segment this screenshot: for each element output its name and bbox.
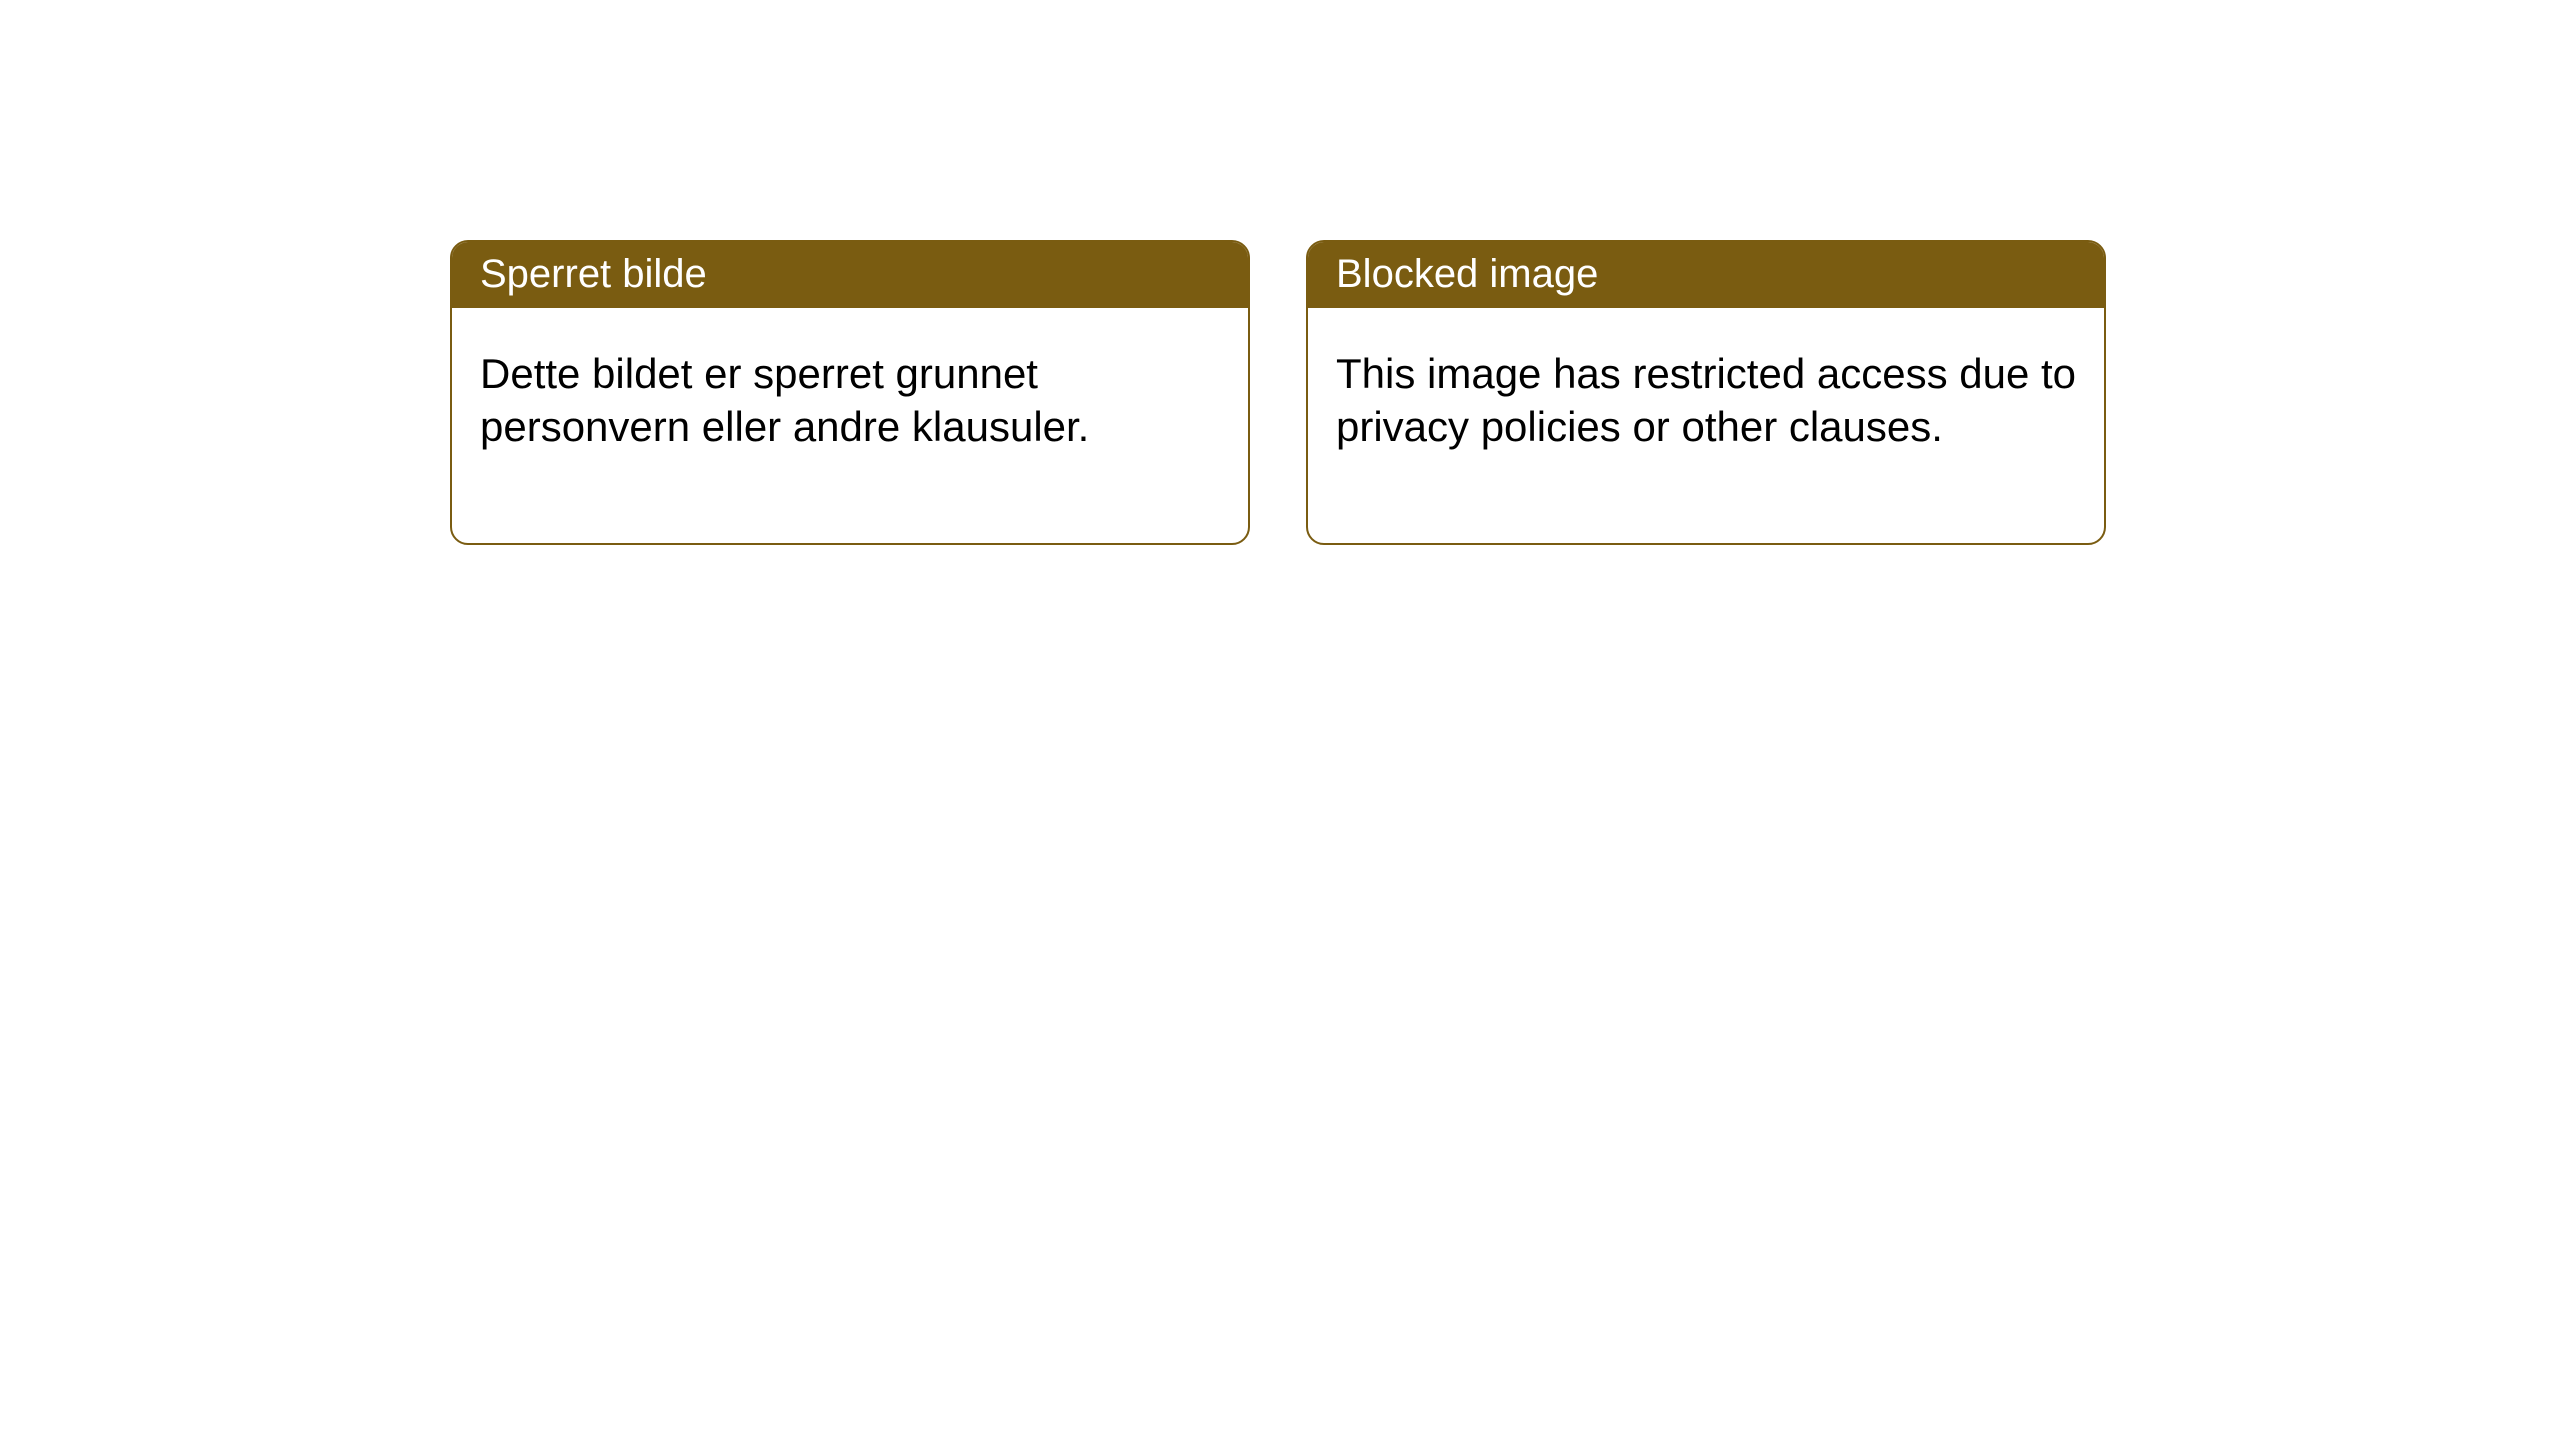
card-english: Blocked image This image has restricted … [1306,240,2106,545]
card-body-norwegian: Dette bildet er sperret grunnet personve… [452,308,1248,543]
card-norwegian: Sperret bilde Dette bildet er sperret gr… [450,240,1250,545]
card-header-english: Blocked image [1308,242,2104,308]
cards-container: Sperret bilde Dette bildet er sperret gr… [450,240,2560,545]
card-body-english: This image has restricted access due to … [1308,308,2104,543]
card-header-norwegian: Sperret bilde [452,242,1248,308]
